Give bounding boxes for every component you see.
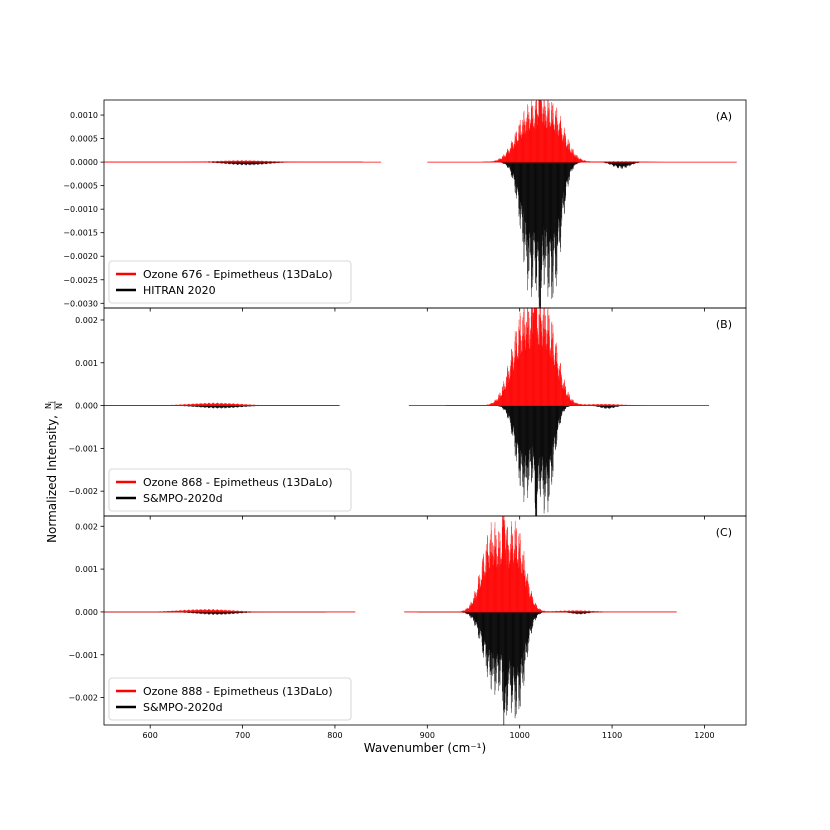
- svg-text:N: N: [55, 403, 64, 409]
- y-tick-label-a-1: 0.0005: [70, 135, 98, 144]
- y-tick-label-c-2: 0.000: [75, 608, 98, 617]
- y-tick-label-a-0: 0.0010: [70, 111, 98, 120]
- legend-label-ref-b: S&MPO-2020d: [143, 492, 223, 505]
- series-calc-a: [142, 100, 700, 163]
- legend-c: Ozone 888 - Epimetheus (13DaLo) S&MPO-202…: [108, 677, 352, 721]
- legend-b: Ozone 868 - Epimetheus (13DaLo) S&MPO-202…: [108, 468, 352, 512]
- y-tick-label-b-2: 0.000: [75, 402, 98, 411]
- x-tick-label-0: 600: [143, 731, 158, 740]
- y-axis-label-numerator-sub: j: [48, 401, 55, 404]
- y-tick-label-b-3: −0.001: [68, 444, 98, 453]
- panel-a-data: [104, 100, 737, 308]
- y-tick-label-a-3: −0.0005: [63, 182, 98, 191]
- y-tick-label-b-4: −0.002: [68, 487, 98, 496]
- y-axis-label-denominator: N: [55, 403, 64, 409]
- y-tick-label-c-0: 0.002: [75, 522, 98, 531]
- panel-label-a: (A): [716, 110, 732, 123]
- panel-c-data: [104, 516, 677, 725]
- y-tick-label-c-1: 0.001: [75, 565, 98, 574]
- y-tick-label-b-1: 0.001: [75, 359, 98, 368]
- legend-label-ref-c: S&MPO-2020d: [143, 701, 223, 714]
- legend-box-a: [108, 260, 352, 304]
- y-tick-label-b-0: 0.002: [75, 316, 98, 325]
- y-tick-label-a-4: −0.0010: [63, 205, 98, 214]
- y-axis-label-prefix: Normalized Intensity,: [45, 415, 59, 543]
- panel-b: 0.002 0.001 0.000 −0.001 −0.002 (B) Ozone 868 …: [68, 307, 747, 520]
- legend-label-calc-c: Ozone 888 - Epimetheus (13DaLo): [143, 685, 333, 698]
- x-tick-label-2: 800: [327, 731, 342, 740]
- y-tick-label-a-2: 0.0000: [70, 158, 98, 167]
- panels-group: 0.0010 0.0005 0.0000 −0.0005 −0.0010 −0.0015 −…: [63, 99, 747, 740]
- legend-box-c: [108, 677, 352, 721]
- x-tick-label-6: 1200: [694, 731, 714, 740]
- panel-label-b: (B): [716, 318, 732, 331]
- x-tick-label-3: 900: [420, 731, 435, 740]
- panel-label-c: (C): [716, 526, 732, 539]
- svg-text:Nj: Nj: [44, 401, 55, 409]
- y-tick-label-c-4: −0.002: [68, 694, 98, 703]
- x-tick-label-4: 1000: [510, 731, 530, 740]
- x-tick-label-1: 700: [235, 731, 250, 740]
- y-tick-label-c-3: −0.001: [68, 651, 98, 660]
- y-tick-label-a-8: −0.0030: [63, 299, 98, 308]
- x-axis-label: Wavenumber (cm⁻¹): [364, 741, 486, 755]
- y-tick-label-a-6: −0.0020: [63, 252, 98, 261]
- legend-a: Ozone 676 - Epimetheus (13DaLo) HITRAN 20…: [108, 260, 352, 304]
- y-axis-label-numerator: N: [44, 403, 53, 409]
- panel-c: 0.002 0.001 0.000 −0.001 −0.002 600 700 800 900 1…: [68, 515, 747, 740]
- svg-text:Normalized Intensity,: Normalized Intensity,: [45, 415, 59, 543]
- panel-a: 0.0010 0.0005 0.0000 −0.0005 −0.0010 −0.0015 −…: [63, 99, 747, 312]
- y-axis-label: Normalized Intensity, Nj N: [44, 401, 64, 543]
- legend-label-ref-a: HITRAN 2020: [143, 284, 216, 297]
- legend-box-b: [108, 468, 352, 512]
- x-tick-label-5: 1100: [602, 731, 622, 740]
- y-tick-label-a-7: −0.0025: [63, 276, 98, 285]
- panel-c-frame: [103, 515, 747, 726]
- legend-label-calc-a: Ozone 676 - Epimetheus (13DaLo): [143, 268, 333, 281]
- panel-b-data: [104, 308, 710, 516]
- y-tick-label-a-5: −0.0015: [63, 229, 98, 238]
- legend-label-calc-b: Ozone 868 - Epimetheus (13DaLo): [143, 476, 333, 489]
